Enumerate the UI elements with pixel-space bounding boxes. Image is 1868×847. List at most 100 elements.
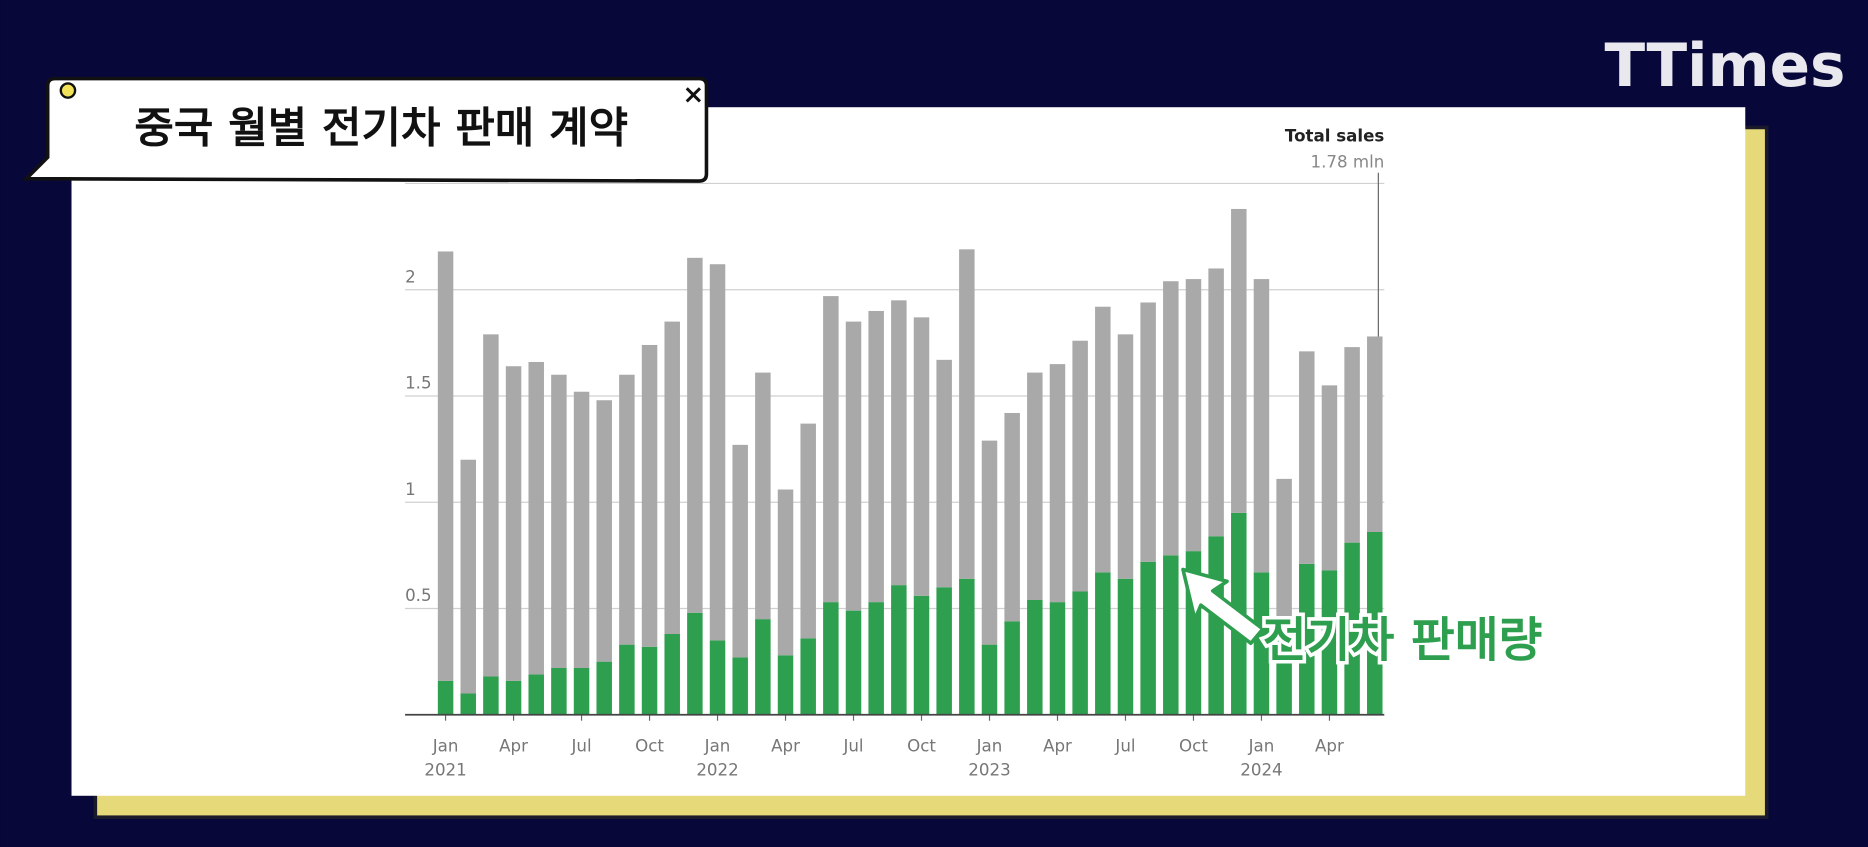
x-tick-label: Jul [1114, 736, 1135, 755]
x-tick-label: Apr [1043, 736, 1072, 755]
ev-arrow [1181, 567, 1265, 646]
bar-segment [1321, 570, 1338, 715]
bar-segment [959, 249, 975, 579]
x-tick-label: Jan [976, 736, 1003, 755]
bar-segment [1208, 536, 1224, 715]
bar-segment [1299, 351, 1315, 564]
y-tick-label: 1 [405, 480, 416, 499]
bar-segment [777, 489, 794, 656]
x-tick-label: Jan [704, 736, 731, 755]
bar-segment [913, 595, 930, 715]
bar-segment [1004, 412, 1020, 622]
bar-segment [891, 300, 907, 586]
bar-segment [619, 644, 635, 715]
x-tick-label: Jan [1248, 736, 1275, 755]
y-tick-label: 0.5 [405, 586, 432, 605]
bar-segment [1321, 385, 1338, 571]
bar-segment [936, 587, 952, 715]
bar-segment [1117, 578, 1134, 715]
bar-segment [1344, 347, 1360, 543]
bar-segment [551, 374, 567, 669]
bar-segment [800, 638, 816, 715]
x-tick-label: Jul [842, 736, 863, 755]
bar-segment [687, 612, 703, 715]
bar-segment [1253, 279, 1270, 573]
chart: 0.5 1 1.5 2 Jan 2021 Apr Jul Oct Jan 2022 Apr Jul Oct… [405, 126, 1546, 779]
bar-segment [1163, 281, 1179, 556]
bar-segment [981, 644, 998, 715]
bar-segment [1027, 600, 1043, 715]
bar-segment [823, 296, 839, 603]
bar-segment [755, 372, 771, 620]
bar-segment [1367, 336, 1383, 532]
bar-segment [777, 655, 794, 715]
bar-segment [1027, 372, 1043, 601]
bar-segment [483, 676, 499, 715]
bar-segment [1049, 602, 1066, 715]
total-title: Total sales [1285, 126, 1384, 145]
bar-segment [709, 640, 726, 715]
logo: TTimes [1605, 32, 1846, 101]
y-tick-label: 1.5 [405, 374, 432, 393]
bar-segment [868, 310, 884, 603]
ev-annotation: 전기차 판매량 [1263, 613, 1543, 668]
bar-segment [596, 661, 612, 715]
bar-segment [505, 680, 522, 715]
bar-segment [1208, 268, 1224, 537]
bar-segment [936, 359, 952, 588]
x-tick-label: Oct [907, 736, 936, 755]
bar-segment [1276, 478, 1292, 632]
bar-segment [619, 374, 635, 645]
bar-segment [891, 585, 907, 715]
x-tick-label: Apr [1315, 736, 1344, 755]
bar-segment [1253, 572, 1270, 715]
x-tick-label: Apr [771, 736, 800, 755]
bar-segment [1117, 334, 1134, 579]
bar-segment [641, 646, 658, 715]
bar-segment [1049, 364, 1066, 603]
bar-segment [573, 668, 590, 715]
x-tick-label: Apr [499, 736, 528, 755]
bar-segment [1231, 208, 1247, 513]
bar-segment [596, 400, 612, 662]
panel [71, 107, 1746, 796]
x-tick-label: Jan [432, 736, 459, 755]
bar-segment [687, 257, 703, 613]
bar-segment [1299, 563, 1315, 715]
bar-segment [1367, 531, 1383, 715]
bar-segment [1163, 555, 1179, 715]
bar-segment [868, 602, 884, 715]
bar-segment [528, 674, 544, 715]
bar-segment [1185, 279, 1202, 552]
bar-segment [1095, 306, 1111, 573]
caption-box [21, 76, 709, 183]
total-value: 1.78 mln [1311, 153, 1385, 172]
bar-segment [437, 251, 454, 681]
bar-segment [709, 264, 726, 641]
bar-segment [460, 693, 476, 715]
bar-segment [800, 423, 816, 639]
bar-segment [845, 321, 862, 611]
x-year-label: 2024 [1240, 760, 1282, 779]
bar-segment [732, 444, 748, 658]
bar-segment [1140, 302, 1156, 562]
bar-segment [460, 459, 476, 694]
bar-segment [1095, 572, 1111, 715]
bar-segment [1072, 340, 1088, 592]
x-tick-label: Jul [571, 736, 592, 755]
close-button[interactable]: × [682, 80, 704, 110]
caption-title: 중국 월별 전기차 판매 계약 [134, 104, 628, 154]
x-year-label: 2021 [424, 760, 466, 779]
x-year-label: 2022 [696, 760, 738, 779]
y-tick-label: 2 [405, 267, 416, 286]
bar-segment [437, 680, 454, 715]
bar-segment [1276, 631, 1292, 715]
bar-segment [1344, 542, 1360, 715]
bar-segment [732, 657, 748, 715]
bar-segment [528, 361, 544, 675]
x-tick-label: Oct [635, 736, 664, 755]
bar-segment [913, 317, 930, 596]
bar-segment [755, 619, 771, 715]
